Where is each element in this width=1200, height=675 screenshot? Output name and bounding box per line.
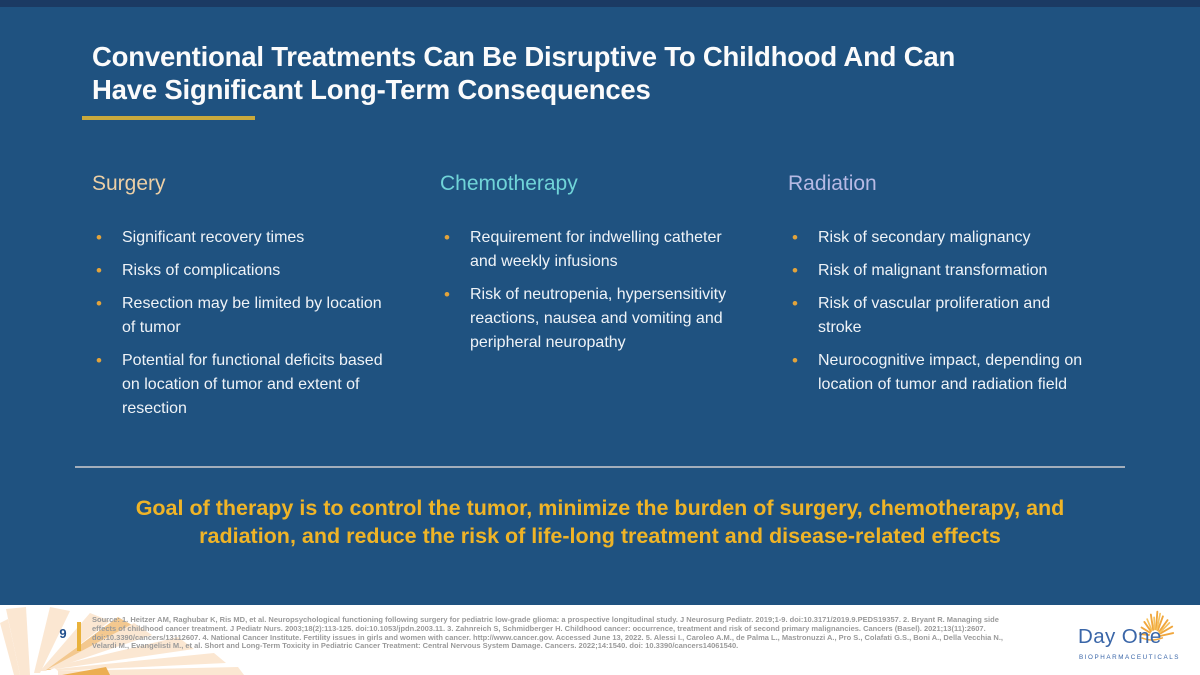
top-accent-bar <box>0 0 1200 7</box>
page-number: 9 <box>59 626 67 641</box>
page-number-accent-bar <box>77 622 81 651</box>
sun-rays-decoration-icon <box>0 607 244 675</box>
column-radiation: Radiation Risk of secondary malignancy R… <box>788 172 1088 430</box>
list-item: Risk of secondary malignancy <box>788 226 1088 250</box>
radiation-heading: Radiation <box>788 172 877 195</box>
source-citation: Source: 1. Heitzer AM, Raghubar K, Ris M… <box>92 615 1004 651</box>
slide-footer: 9 Source: 1. Heitzer AM, Raghubar K, Ris… <box>0 605 1200 675</box>
goal-statement-line2: radiation, and reduce the risk of life-l… <box>199 524 1001 548</box>
list-item: Significant recovery times <box>92 226 392 250</box>
list-item: Requirement for indwelling catheter and … <box>440 226 740 274</box>
sunburst-icon <box>1138 610 1175 641</box>
page-title-line1: Conventional Treatments Can Be Disruptiv… <box>92 41 956 72</box>
list-item: Neurocognitive impact, depending on loca… <box>788 349 1088 397</box>
column-chemotherapy: Chemotherapy Requirement for indwelling … <box>440 172 740 430</box>
list-item: Risks of complications <box>92 259 392 283</box>
title-underline <box>82 116 255 120</box>
list-item: Risk of malignant transformation <box>788 259 1088 283</box>
list-item: Risk of neutropenia, hypersensitivity re… <box>440 283 740 355</box>
goal-statement-line1: Goal of therapy is to control the tumor,… <box>135 496 1065 520</box>
slide-background: Conventional Treatments Can Be Disruptiv… <box>0 0 1200 605</box>
list-item: Resection may be limited by location of … <box>92 292 392 340</box>
list-item: Risk of vascular proliferation and strok… <box>788 292 1088 340</box>
surgery-bullet-list: Significant recovery times Risks of comp… <box>92 226 392 421</box>
chemotherapy-heading: Chemotherapy <box>440 172 578 195</box>
goal-statement: Goal of therapy is to control the tumor,… <box>80 494 1120 550</box>
treatment-columns: Surgery Significant recovery times Risks… <box>92 172 1122 430</box>
company-logo: Day One BIOPHARMACEUTICALS <box>1078 605 1178 675</box>
radiation-bullet-list: Risk of secondary malignancy Risk of mal… <box>788 226 1088 397</box>
logo-wordmark: Day One <box>1078 625 1162 648</box>
horizontal-divider <box>75 466 1125 468</box>
page-title: Conventional Treatments Can Be Disruptiv… <box>92 40 1122 106</box>
column-surgery: Surgery Significant recovery times Risks… <box>92 172 392 430</box>
page-title-line2: Have Significant Long-Term Consequences <box>92 74 651 105</box>
list-item: Potential for functional deficits based … <box>92 349 392 421</box>
chemotherapy-bullet-list: Requirement for indwelling catheter and … <box>440 226 740 355</box>
surgery-heading: Surgery <box>92 172 166 195</box>
logo-subtitle: BIOPHARMACEUTICALS <box>1079 654 1181 661</box>
